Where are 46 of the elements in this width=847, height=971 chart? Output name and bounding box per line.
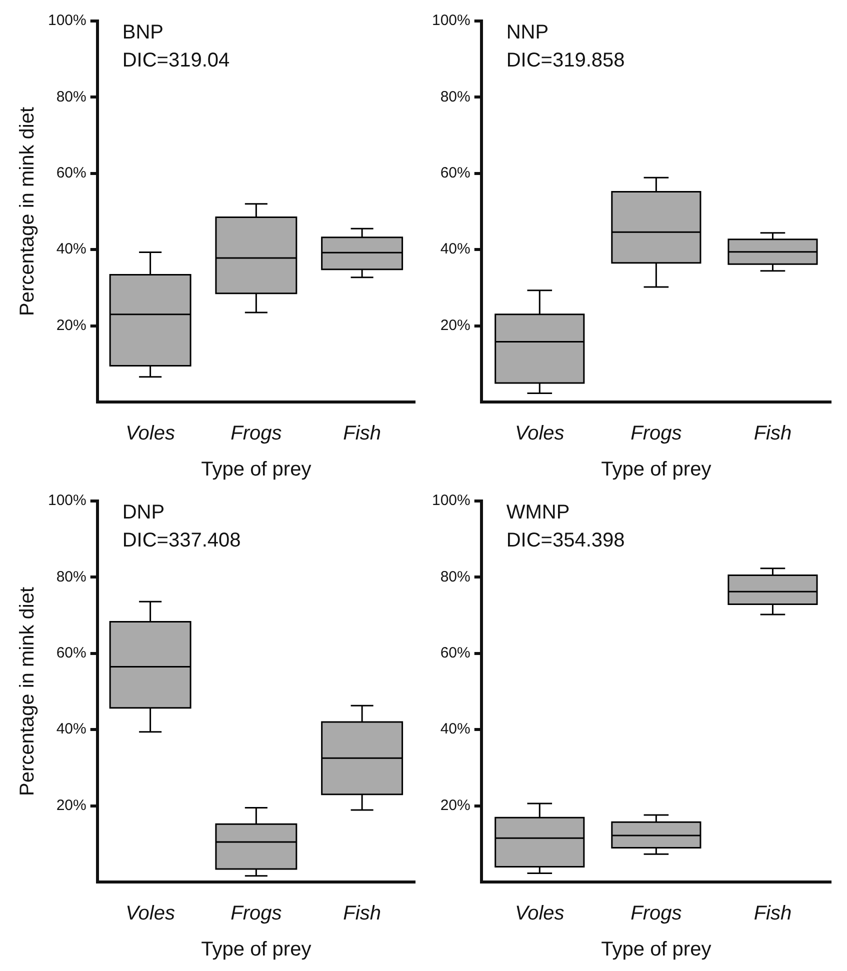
y-tick-label: 80% bbox=[440, 568, 470, 586]
chart-title: BNP bbox=[122, 22, 164, 44]
text: DIC=337.408 bbox=[122, 530, 241, 552]
y-tick-label: 20% bbox=[440, 316, 470, 334]
y-tick-label: 80% bbox=[440, 88, 470, 106]
x-tick-label: Frogs bbox=[230, 422, 282, 445]
x-axis-title: Type of prey bbox=[201, 938, 312, 961]
x-tick-label: Voles bbox=[514, 902, 564, 925]
y-tick-label: 60% bbox=[56, 164, 86, 182]
y-tick-label: 100% bbox=[48, 492, 86, 510]
x-tick-label: Voles bbox=[126, 902, 175, 925]
chart-title: NNP bbox=[506, 22, 549, 44]
text: DIC=319.858 bbox=[506, 50, 625, 72]
y-tick-label: 40% bbox=[56, 720, 86, 738]
chart-title: DNP bbox=[122, 502, 165, 524]
y-tick-label: 20% bbox=[56, 796, 86, 814]
x-tick-label: Fish bbox=[343, 422, 381, 445]
chart-title: WMNP bbox=[506, 502, 570, 524]
y-tick-label: 20% bbox=[56, 316, 86, 334]
x-tick-label: Voles bbox=[514, 422, 564, 445]
y-tick-label: 100% bbox=[432, 492, 470, 510]
x-tick-label: Frogs bbox=[630, 902, 682, 925]
y-tick-label: 40% bbox=[440, 720, 470, 738]
y-tick-label: 40% bbox=[56, 240, 86, 258]
x-tick-label: Fish bbox=[754, 902, 792, 925]
y-tick-label: 60% bbox=[440, 644, 470, 662]
x-axis-title: Type of prey bbox=[601, 458, 712, 481]
y-tick-label: 60% bbox=[56, 644, 86, 662]
x-axis-title: Type of prey bbox=[201, 458, 312, 481]
text: DIC=319.04 bbox=[122, 50, 230, 72]
x-tick-label: Fish bbox=[754, 422, 792, 445]
y-tick-label: 100% bbox=[432, 12, 470, 30]
x-axis-title: Type of prey bbox=[601, 938, 712, 961]
x-tick-label: Voles bbox=[126, 422, 175, 445]
y-tick-label: 80% bbox=[56, 88, 86, 106]
x-tick-label: Frogs bbox=[230, 902, 282, 925]
y-tick-label: 60% bbox=[440, 164, 470, 182]
x-tick-label: Fish bbox=[343, 902, 381, 925]
x-tick-label: Frogs bbox=[630, 422, 682, 445]
y-tick-label: 40% bbox=[440, 240, 470, 258]
y-axis-title: Percentage in mink diet bbox=[16, 586, 39, 796]
y-tick-label: 80% bbox=[56, 568, 86, 586]
y-tick-label: 100% bbox=[48, 12, 86, 30]
y-axis-title: Percentage in mink diet bbox=[16, 106, 39, 316]
y-tick-label: 20% bbox=[440, 796, 470, 814]
text: DIC=354.398 bbox=[506, 530, 625, 552]
